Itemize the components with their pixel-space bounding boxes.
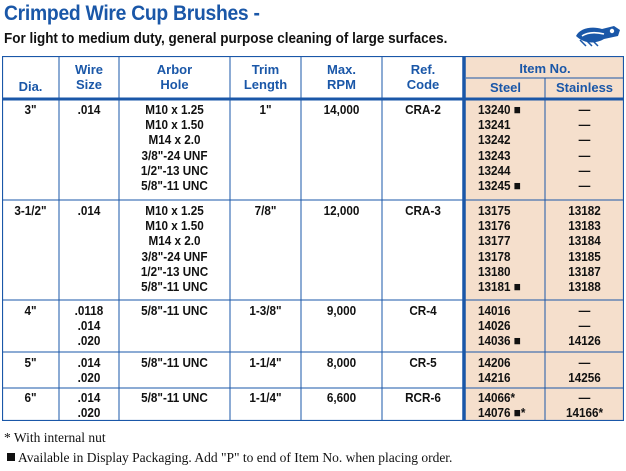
cell-stainless: — 14256 xyxy=(568,355,601,386)
header-arbor-hole-line1: Arbor xyxy=(156,62,193,77)
cell-steel: 14066* 14076 ■* xyxy=(478,390,526,421)
footnote-display-packaging-text: Available in Display Packaging. Add "P" … xyxy=(18,450,453,465)
cell-steel: 14206 14216 xyxy=(478,355,511,386)
cell-wire-size: .014 .020 xyxy=(77,390,101,421)
cell-dia: 4" xyxy=(24,303,37,318)
header-wire-size-line1: Wire xyxy=(74,62,104,77)
header-ref-code: Ref. Code xyxy=(382,62,464,92)
footnote-internal-nut: * With internal nut xyxy=(4,430,106,445)
cell-max-rpm: 9,000 xyxy=(326,303,357,318)
cell-wire-size: .0118 .014 .020 xyxy=(74,303,104,349)
page-subtitle: For light to medium duty, general purpos… xyxy=(4,31,448,47)
header-max-rpm-line1: Max. xyxy=(327,62,356,77)
cell-trim-length: 1-3/8" xyxy=(249,303,282,318)
header-trim-length-line2: Length xyxy=(243,77,288,92)
cell-dia: 3" xyxy=(24,102,37,117)
cell-trim-length: 7/8" xyxy=(254,203,277,218)
cell-max-rpm: 8,000 xyxy=(326,355,357,370)
cell-stainless: 13182 13183 13184 13185 13187 13188 xyxy=(568,203,601,295)
cell-steel: 13240 ■ 13241 13242 13243 13244 13245 ■ xyxy=(478,102,521,194)
header-item-no: Item No. xyxy=(519,61,571,76)
cell-stainless: — — 14126 xyxy=(568,303,601,349)
header-trim-length-line1: Trim xyxy=(251,62,280,77)
header-trim-length: Trim Length xyxy=(230,62,301,92)
cell-max-rpm: 6,600 xyxy=(326,390,357,405)
cell-steel: 13175 13176 13177 13178 13180 13181 ■ xyxy=(478,203,521,295)
item-no-panel-bg xyxy=(464,57,623,420)
header-wire-size-line2: Size xyxy=(75,77,102,92)
cell-max-rpm: 14,000 xyxy=(323,102,360,117)
table-grid xyxy=(2,56,624,421)
cell-arbor-hole: 5/8"-11 UNC xyxy=(141,355,208,370)
header-stainless: Stainless xyxy=(555,80,614,95)
cell-arbor-hole: M10 x 1.25 M10 x 1.50 M14 x 2.0 3/8"-24 … xyxy=(140,203,209,295)
header-max-rpm: Max. RPM xyxy=(301,62,382,92)
footnote-display-packaging: Available in Display Packaging. Add "P" … xyxy=(4,450,452,466)
header-arbor-hole-line2: Hole xyxy=(160,77,189,92)
cell-arbor-hole: 5/8"-11 UNC xyxy=(141,303,208,318)
cell-trim-length: 1" xyxy=(259,102,272,117)
cell-trim-length: 1-1/4" xyxy=(249,390,282,405)
cell-stainless: — — — — — — xyxy=(578,102,591,194)
header-dia: Dia. xyxy=(18,79,43,94)
cell-wire-size: .014 xyxy=(77,102,101,117)
page-title: Crimped Wire Cup Brushes - xyxy=(4,2,260,25)
cell-ref-code: RCR-6 xyxy=(405,390,441,405)
header-wire-size: Wire Size xyxy=(59,62,119,92)
cell-arbor-hole: 5/8"-11 UNC xyxy=(141,390,208,405)
cell-trim-length: 1-1/4" xyxy=(249,355,282,370)
cell-dia: 5" xyxy=(24,355,37,370)
cell-dia: 6" xyxy=(24,390,37,405)
cell-ref-code: CRA-3 xyxy=(405,203,441,218)
cell-dia: 3-1/2" xyxy=(14,203,47,218)
cell-ref-code: CRA-2 xyxy=(405,102,441,117)
cell-wire-size: .014 xyxy=(77,203,101,218)
header-ref-code-line1: Ref. xyxy=(410,62,436,77)
header-steel: Steel xyxy=(489,80,522,95)
hand-brush-logo-icon xyxy=(576,26,620,47)
product-table: Dia. Wire Size Arbor Hole Trim Length Ma… xyxy=(2,56,624,421)
cell-steel: 14016 14026 14036 ■ xyxy=(478,303,521,349)
cell-ref-code: CR-5 xyxy=(409,355,437,370)
header-ref-code-line2: Code xyxy=(406,77,440,92)
cell-stainless: — 14166* xyxy=(565,390,604,421)
cell-max-rpm: 12,000 xyxy=(323,203,360,218)
cell-arbor-hole: M10 x 1.25 M10 x 1.50 M14 x 2.0 3/8"-24 … xyxy=(140,102,209,194)
display-packaging-square-icon xyxy=(7,453,15,461)
cell-wire-size: .014 .020 xyxy=(77,355,101,386)
header-max-rpm-line2: RPM xyxy=(327,77,356,92)
cell-ref-code: CR-4 xyxy=(409,303,437,318)
header-arbor-hole: Arbor Hole xyxy=(119,62,230,92)
